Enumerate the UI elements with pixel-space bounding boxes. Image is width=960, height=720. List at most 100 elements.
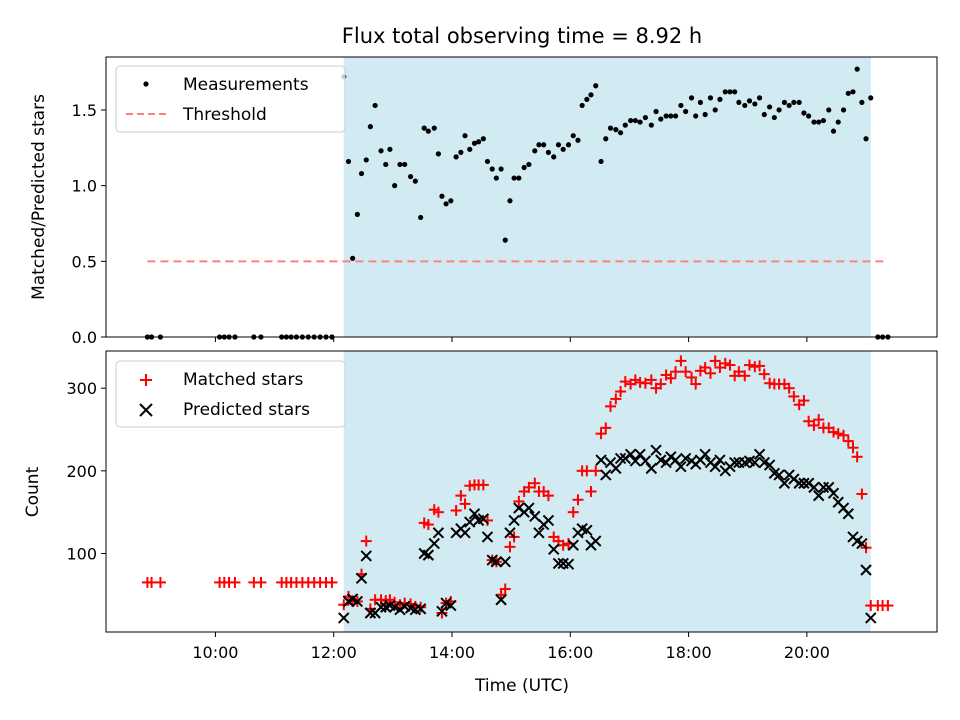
measurement-point bbox=[637, 119, 643, 125]
bottom-legend-box bbox=[115, 360, 346, 428]
measurement-point bbox=[484, 158, 491, 165]
matched-star-point bbox=[504, 541, 516, 553]
matched-star-point bbox=[680, 366, 692, 378]
predicted-star-point bbox=[714, 454, 726, 466]
matched-star-point bbox=[686, 371, 698, 383]
measurement-point bbox=[683, 108, 689, 115]
matched-star-point bbox=[882, 600, 894, 612]
top-panel: Flux total observing time = 8.92 h 0.00.… bbox=[29, 24, 938, 347]
predicted-star-point bbox=[432, 527, 445, 539]
measurement-point bbox=[408, 173, 414, 180]
matched-star-point bbox=[665, 372, 677, 384]
matched-star-point bbox=[754, 360, 766, 372]
bottom-x-tick-label: 18:00 bbox=[666, 643, 712, 662]
predicted-star-point bbox=[422, 549, 435, 561]
predicted-star-point bbox=[481, 531, 494, 543]
predicted-star-point bbox=[650, 444, 662, 456]
measurement-point bbox=[863, 136, 869, 142]
matched-star-point bbox=[724, 359, 736, 371]
matched-star-point bbox=[808, 419, 820, 431]
measurement-point bbox=[688, 95, 695, 101]
measurement-point bbox=[367, 124, 373, 130]
matched-star-point bbox=[422, 519, 434, 531]
measurement-point bbox=[448, 198, 454, 204]
top-y-ticks: 0.0 0.5 1.0 1.5 bbox=[72, 101, 106, 347]
measurement-point bbox=[593, 83, 599, 89]
measurement-point bbox=[498, 166, 504, 172]
measurement-point bbox=[613, 127, 619, 133]
predicted-star-point bbox=[860, 564, 872, 576]
measurement-point bbox=[648, 122, 654, 128]
predicted-star-point bbox=[459, 527, 471, 539]
measurement-point bbox=[642, 114, 649, 121]
predicted-star-point bbox=[445, 599, 457, 612]
measurement-point bbox=[712, 107, 718, 113]
measurement-point bbox=[603, 136, 609, 142]
matched-legend-marker bbox=[140, 374, 152, 386]
measurement-point bbox=[820, 117, 827, 124]
measurement-point bbox=[707, 95, 714, 101]
measurement-point bbox=[545, 149, 552, 155]
predicted-star-point bbox=[842, 508, 854, 520]
bottom-x-tick-label: 12:00 bbox=[311, 643, 357, 662]
predicted-star-point bbox=[562, 558, 575, 570]
matched-star-point bbox=[798, 395, 810, 407]
measurement-point bbox=[532, 148, 538, 154]
measurement-point bbox=[732, 89, 738, 95]
top-y-axis-label: Matched/Predicted stars bbox=[29, 94, 49, 300]
measurement-point bbox=[467, 146, 473, 152]
predicted-star-point bbox=[581, 524, 593, 537]
chart-title: Flux total observing time = 8.92 h bbox=[342, 24, 702, 48]
measurement-point bbox=[471, 140, 478, 146]
measurement-point bbox=[372, 102, 378, 109]
measurement-point bbox=[551, 154, 557, 160]
measurement-point bbox=[579, 102, 585, 109]
matched-star-point bbox=[847, 442, 859, 454]
measurement-point bbox=[598, 158, 604, 165]
matched-star-point bbox=[709, 355, 721, 367]
measurement-point bbox=[354, 211, 360, 218]
measurement-point bbox=[845, 90, 851, 96]
predicted-star-point bbox=[793, 477, 805, 489]
measurement-point bbox=[678, 102, 684, 109]
bottom-panel: 100 200 300 10:00 12:00 14:00 16:00 18:00 20:00… bbox=[23, 350, 938, 696]
measurement-point bbox=[536, 142, 542, 148]
measurement-point bbox=[443, 201, 449, 207]
measurement-point bbox=[835, 119, 841, 125]
predicted-star-point bbox=[778, 477, 791, 489]
predicted-star-point bbox=[600, 469, 612, 481]
measurement-point bbox=[421, 125, 427, 131]
matched-star-point bbox=[733, 366, 745, 378]
matched-star-point bbox=[832, 428, 844, 440]
measurement-point bbox=[425, 128, 431, 134]
predicted-star-point bbox=[675, 460, 687, 473]
predicted-star-point bbox=[865, 612, 877, 624]
predicted-star-point bbox=[508, 514, 520, 527]
measurement-point bbox=[850, 89, 856, 95]
matched-star-point bbox=[477, 479, 489, 491]
measurement-point bbox=[722, 89, 728, 95]
predicted-star-point bbox=[610, 462, 622, 475]
matched-star-point bbox=[639, 377, 651, 389]
measurement-point bbox=[387, 146, 393, 152]
matched-star-point bbox=[645, 374, 657, 386]
measurement-point bbox=[575, 137, 581, 143]
measurement-point bbox=[717, 96, 723, 102]
measurement-point bbox=[771, 114, 777, 121]
matched-star-point bbox=[675, 355, 687, 367]
bottom-x-tick-label: 16:00 bbox=[547, 643, 593, 662]
predicted-star-point bbox=[533, 527, 545, 539]
measurement-point bbox=[653, 108, 659, 115]
predicted-star-point bbox=[773, 469, 785, 481]
measurement-point bbox=[570, 133, 576, 139]
measurement-point bbox=[418, 214, 424, 221]
measurement-point bbox=[658, 116, 664, 122]
measurement-point bbox=[702, 111, 708, 118]
matched-star-point bbox=[529, 477, 541, 489]
matched-star-point bbox=[542, 490, 554, 502]
measurement-point bbox=[840, 107, 847, 113]
matched-star-point bbox=[523, 481, 535, 493]
measurement-point bbox=[776, 107, 782, 113]
measurements-legend-marker bbox=[143, 81, 149, 87]
